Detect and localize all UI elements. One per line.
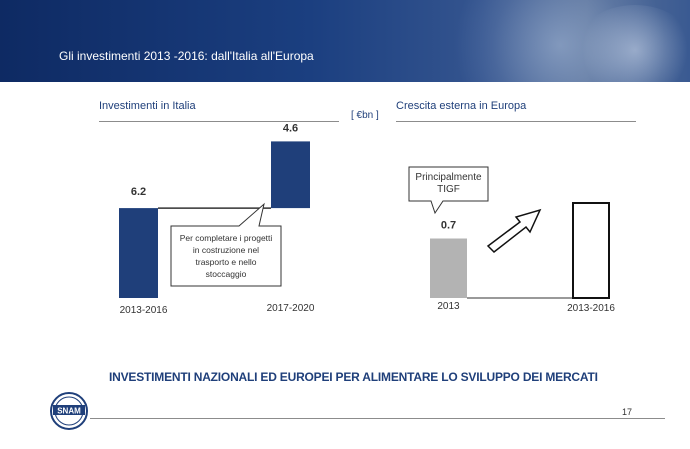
europe-bar-2013-2016: [572, 202, 610, 299]
europe-tick-2013-2016: 2013-2016: [567, 303, 615, 314]
italy-label-4-6: 4.6: [283, 122, 298, 134]
growth-arrow-icon: [486, 208, 542, 253]
italy-callout-text: Per completare i progetti in costruzione …: [180, 233, 273, 279]
footer-rule: [90, 418, 665, 419]
logo-text: SNAM: [57, 407, 81, 416]
italy-callout-box: [170, 202, 282, 287]
italy-tick-2017-2020: 2017-2020: [267, 303, 315, 314]
italy-chart-title: Investimenti in Italia: [99, 100, 196, 112]
italy-bar-2013-2016: [119, 208, 158, 298]
italy-label-6-2: 6.2: [131, 186, 146, 198]
europe-title-rule: [396, 121, 636, 122]
europe-tick-2013: 2013: [437, 301, 460, 312]
page-title: Gli investimenti 2013 -2016: dall'Italia…: [59, 49, 314, 63]
unit-label: [ €bn ]: [351, 110, 379, 121]
header-banner: Gli investimenti 2013 -2016: dall'Italia…: [0, 0, 690, 82]
europe-label-0-7: 0.7: [441, 220, 456, 232]
europe-callout-text: Principalmente TIGF: [415, 172, 482, 195]
snam-logo: SNAM: [50, 392, 88, 430]
europe-chart-title: Crescita esterna in Europa: [396, 100, 527, 112]
europe-bar-2013: [430, 238, 467, 298]
italy-tick-2013-2016: 2013-2016: [120, 305, 168, 316]
header-highlight: [575, 5, 690, 82]
europe-callout-box: [408, 166, 489, 215]
italy-bar-2017-2020: [271, 141, 310, 209]
italy-title-rule: [99, 121, 339, 122]
headline: INVESTIMENTI NAZIONALI ED EUROPEI PER AL…: [109, 370, 598, 384]
page-number: 17: [622, 407, 633, 417]
